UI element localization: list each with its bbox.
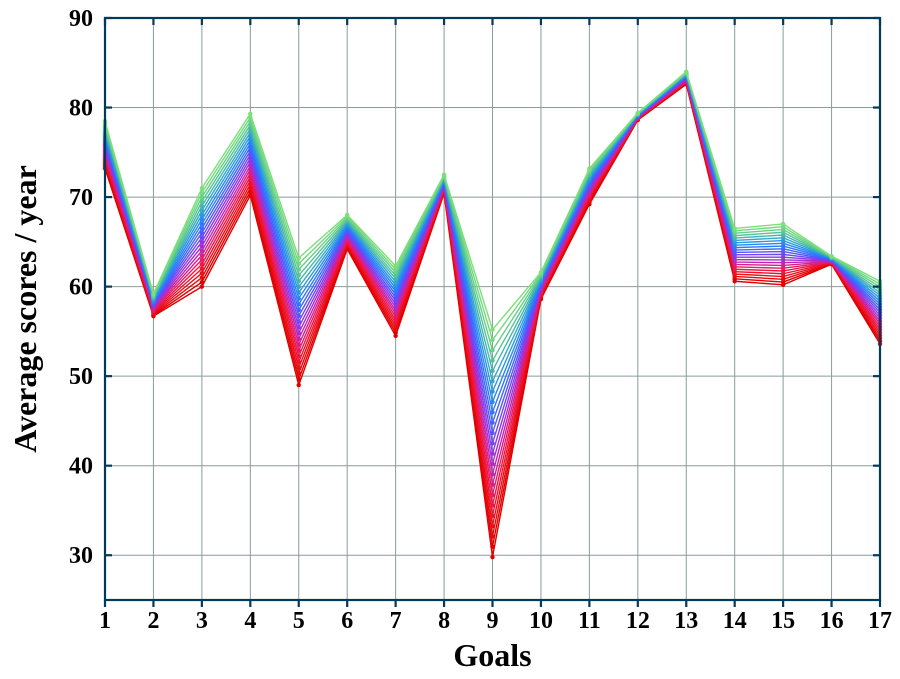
data-point: [490, 534, 494, 538]
line-chart: 123456789101112131415161730405060708090 …: [0, 0, 900, 679]
data-point: [297, 383, 301, 387]
data-point: [490, 524, 494, 528]
data-point: [490, 369, 494, 373]
y-tick-label: 80: [69, 96, 93, 122]
data-point: [297, 371, 301, 375]
data-point: [490, 431, 494, 435]
x-tick-label: 11: [578, 608, 601, 634]
data-point: [490, 338, 494, 342]
x-tick-label: 5: [293, 608, 305, 634]
tick-labels: 123456789101112131415161730405060708090: [69, 6, 892, 634]
data-point: [200, 253, 204, 257]
x-tick-label: 2: [147, 608, 159, 634]
data-point: [490, 462, 494, 466]
data-point: [297, 285, 301, 289]
data-point: [829, 254, 833, 258]
y-tick-label: 40: [69, 454, 93, 480]
y-tick-label: 30: [69, 543, 93, 569]
y-tick-label: 60: [69, 275, 93, 301]
data-point: [200, 284, 204, 288]
data-point: [490, 513, 494, 517]
x-tick-label: 12: [626, 608, 650, 634]
data-point: [490, 400, 494, 404]
data-point: [297, 337, 301, 341]
data-point: [297, 354, 301, 358]
y-tick-label: 90: [69, 6, 93, 32]
data-point: [297, 377, 301, 381]
x-tick-label: 17: [868, 608, 892, 634]
y-tick-label: 50: [69, 364, 93, 390]
data-point: [248, 112, 252, 116]
y-tick-label: 70: [69, 185, 93, 211]
x-tick-label: 4: [244, 608, 256, 634]
data-point: [297, 273, 301, 277]
data-point: [297, 302, 301, 306]
data-point: [297, 348, 301, 352]
data-point: [442, 172, 446, 176]
data-point: [490, 441, 494, 445]
data-point: [200, 267, 204, 271]
x-tick-label: 14: [723, 608, 747, 634]
data-point: [297, 360, 301, 364]
data-point: [490, 482, 494, 486]
data-point: [200, 275, 204, 279]
y-axis-label: Average scores / year: [7, 165, 43, 453]
x-tick-label: 8: [438, 608, 450, 634]
data-point: [490, 503, 494, 507]
data-point: [490, 420, 494, 424]
x-tick-label: 7: [390, 608, 402, 634]
data-point: [297, 256, 301, 260]
data-point: [490, 472, 494, 476]
data-point: [297, 267, 301, 271]
chart-container: 123456789101112131415161730405060708090 …: [0, 0, 900, 679]
data-point: [490, 555, 494, 559]
data-point: [393, 264, 397, 268]
x-tick-label: 9: [487, 608, 499, 634]
data-point: [732, 226, 736, 230]
data-point: [200, 262, 204, 266]
data-point: [490, 451, 494, 455]
data-point: [297, 331, 301, 335]
data-point: [297, 314, 301, 318]
data-point: [151, 292, 155, 296]
data-point: [490, 358, 494, 362]
x-tick-label: 3: [196, 608, 208, 634]
data-point: [200, 186, 204, 190]
data-point: [490, 493, 494, 497]
x-axis-label: Goals: [453, 637, 531, 673]
data-point: [297, 342, 301, 346]
data-point: [297, 262, 301, 266]
data-point: [490, 410, 494, 414]
x-tick-label: 15: [771, 608, 795, 634]
data-point: [490, 348, 494, 352]
data-point: [636, 111, 640, 115]
data-point: [684, 70, 688, 74]
data-point: [490, 327, 494, 331]
data-point: [297, 308, 301, 312]
data-point: [297, 296, 301, 300]
data-point: [200, 280, 204, 284]
data-point: [345, 213, 349, 217]
data-point: [297, 279, 301, 283]
data-point: [781, 222, 785, 226]
data-point: [490, 389, 494, 393]
data-point: [297, 366, 301, 370]
data-point: [490, 379, 494, 383]
x-tick-label: 16: [820, 608, 844, 634]
x-tick-label: 1: [99, 608, 111, 634]
data-point: [200, 271, 204, 275]
x-tick-label: 6: [341, 608, 353, 634]
data-point: [297, 290, 301, 294]
data-point: [200, 258, 204, 262]
x-tick-label: 10: [529, 608, 553, 634]
data-point: [539, 270, 543, 274]
data-point: [297, 319, 301, 323]
data-point: [490, 544, 494, 548]
data-point: [587, 166, 591, 170]
data-point: [297, 325, 301, 329]
x-tick-label: 13: [674, 608, 698, 634]
